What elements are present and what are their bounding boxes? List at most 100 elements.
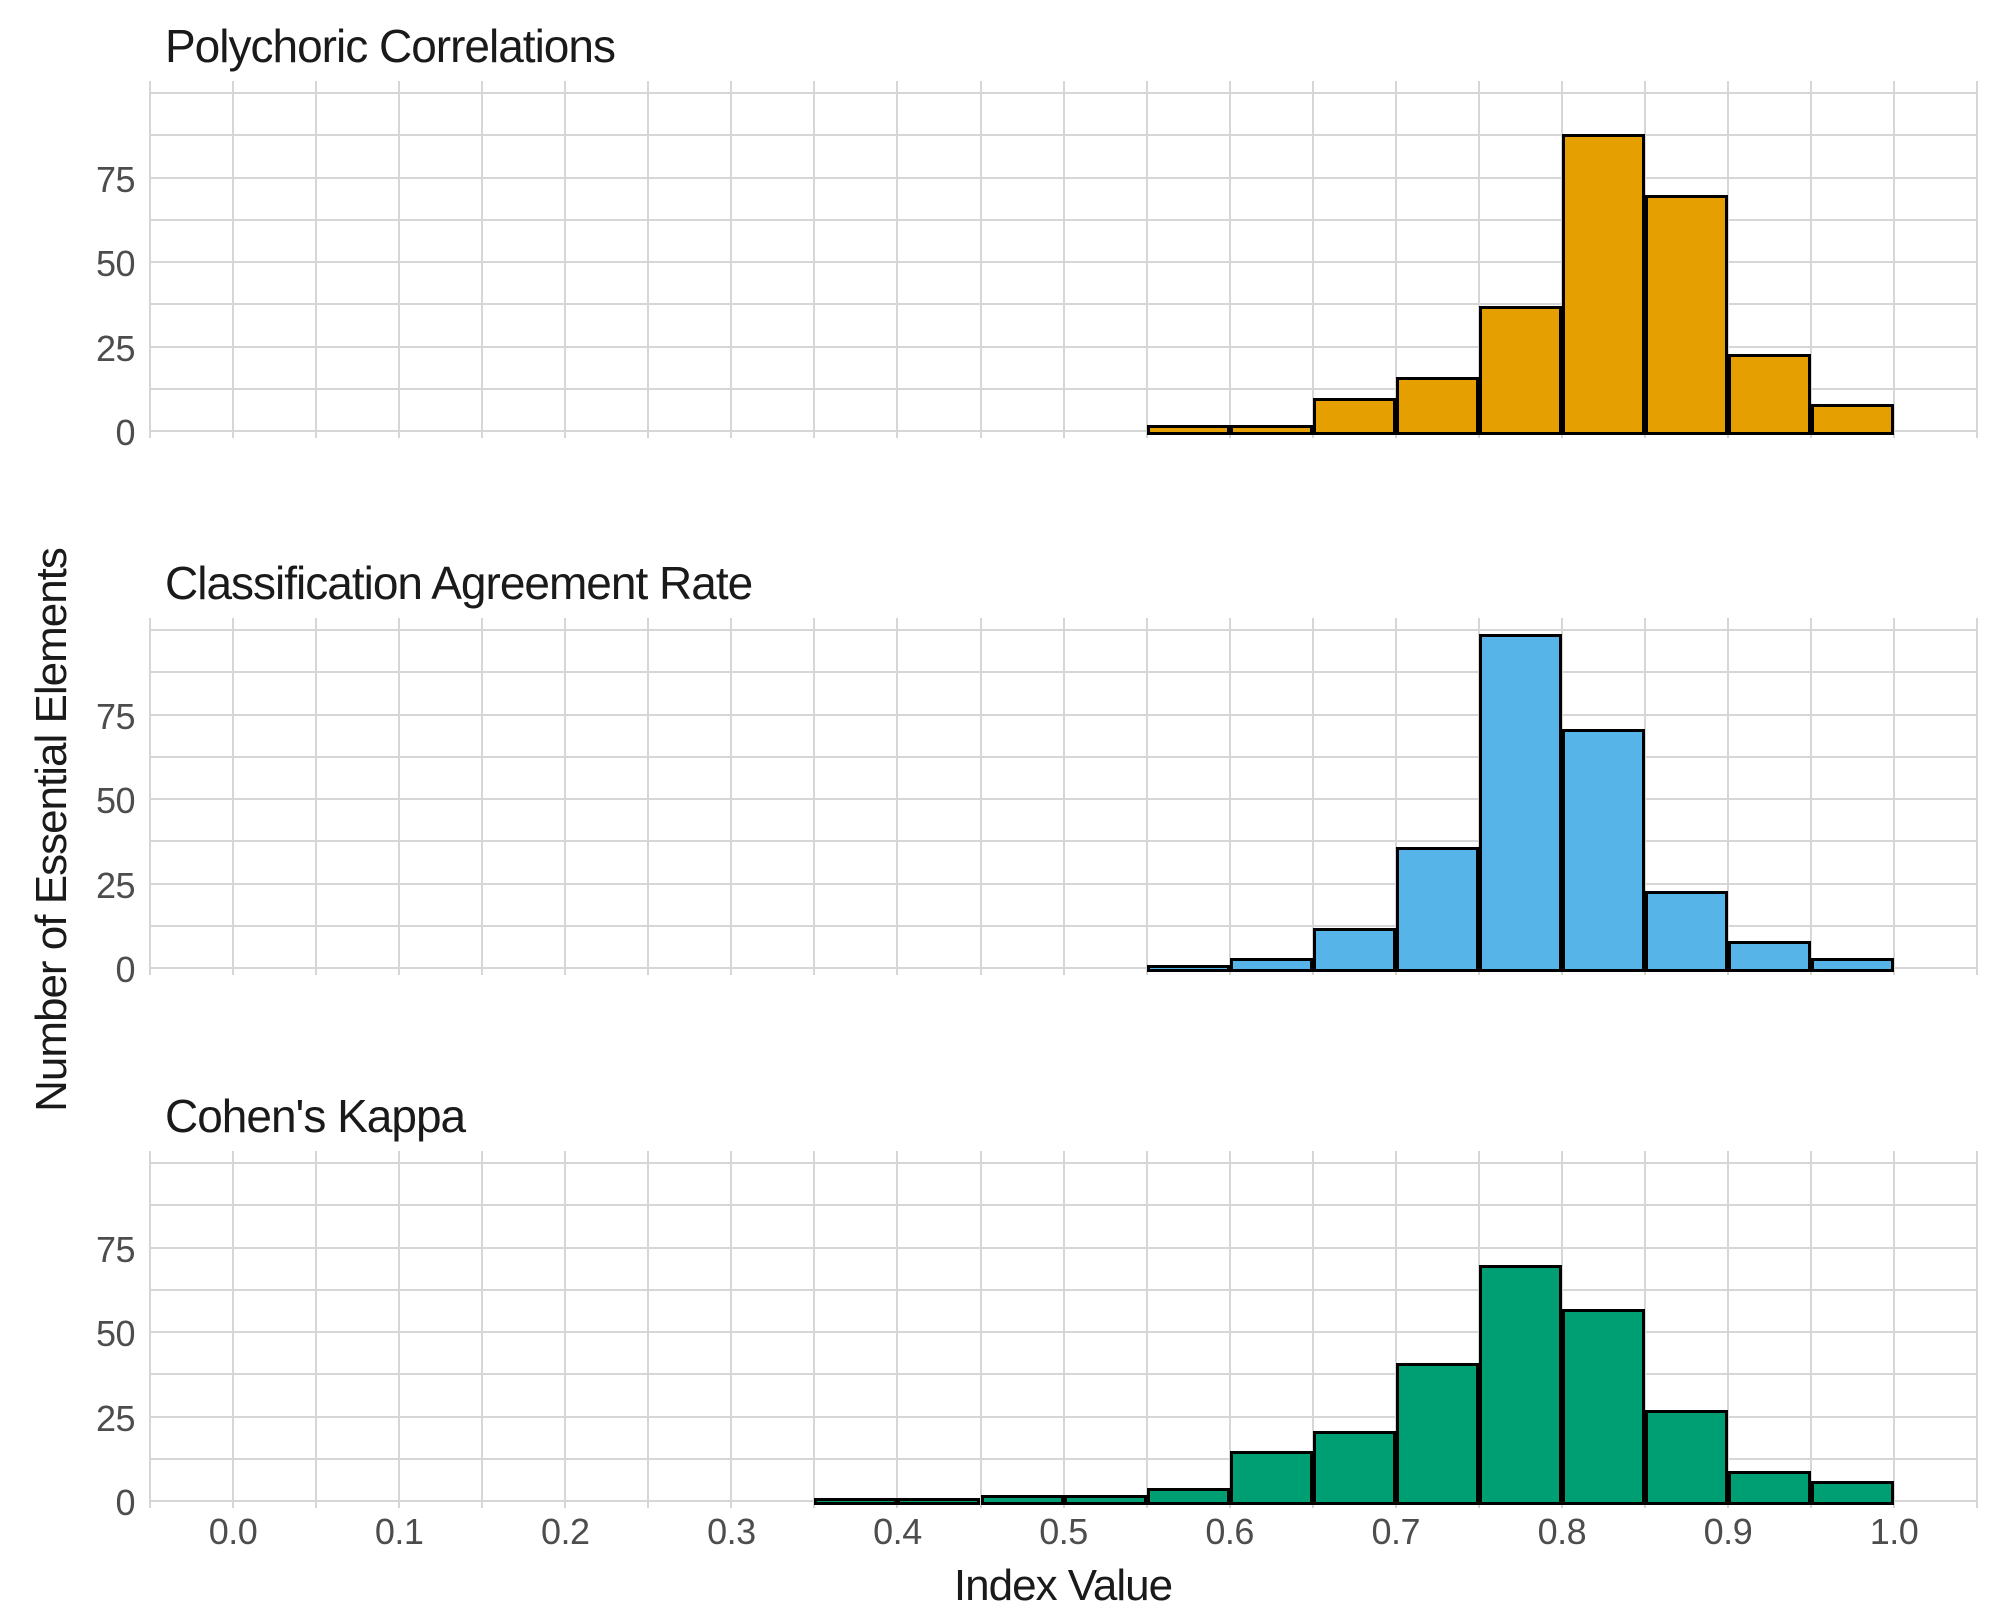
vertical-gridline <box>232 618 235 975</box>
vertical-gridline <box>564 618 567 975</box>
histogram-bar <box>1312 1430 1396 1505</box>
x-tick-label: 0.2 <box>540 1511 590 1552</box>
vertical-gridline <box>315 81 318 438</box>
vertical-gridline <box>1145 618 1148 975</box>
y-tick-label: 25 <box>95 1397 136 1439</box>
vertical-gridline <box>730 618 733 975</box>
vertical-gridline <box>481 618 484 975</box>
y-tick-label: 75 <box>95 695 136 737</box>
horizontal-gridline <box>150 1331 1977 1333</box>
histogram-bar <box>1146 424 1230 435</box>
vertical-gridline <box>1810 618 1812 975</box>
vertical-gridline <box>1976 81 1979 438</box>
horizontal-gridline <box>150 713 1977 716</box>
panel-plot-area: 0 25 50 75 <box>96 1151 1979 1523</box>
vertical-gridline <box>1228 1151 1231 1508</box>
panel-plot-area: 0 25 50 75 <box>96 81 1979 453</box>
histogram-bar <box>1644 1410 1728 1505</box>
histogram-bar <box>1811 1481 1895 1505</box>
vertical-gridline <box>1062 618 1065 975</box>
x-tick-label: 0.4 <box>873 1511 922 1552</box>
vertical-gridline <box>149 81 151 438</box>
vertical-gridline <box>1810 81 1812 438</box>
vertical-gridline <box>315 618 318 975</box>
x-tick-label: 0.1 <box>374 1511 424 1552</box>
horizontal-gridline <box>150 1204 1977 1207</box>
horizontal-gridline <box>150 134 1977 137</box>
y-tick-label: 50 <box>95 1313 136 1354</box>
y-tick-label: 25 <box>95 864 136 906</box>
horizontal-gridline <box>150 798 1977 800</box>
histogram-bar <box>814 1498 898 1505</box>
vertical-gridline <box>1394 618 1397 975</box>
vertical-gridline <box>232 1151 235 1508</box>
vertical-gridline <box>896 618 899 975</box>
vertical-gridline <box>730 81 733 438</box>
vertical-gridline <box>564 1151 567 1508</box>
horizontal-gridline <box>150 882 1977 885</box>
vertical-gridline <box>398 81 401 438</box>
vertical-gridline <box>813 81 816 438</box>
horizontal-gridline <box>150 430 1977 432</box>
x-tick-label: 0.7 <box>1371 1511 1421 1552</box>
histogram-bar <box>1146 965 1230 972</box>
vertical-gridline <box>1643 618 1646 975</box>
vertical-gridline <box>1062 1151 1065 1508</box>
y-tick-label: 75 <box>95 158 136 200</box>
histogram-bar <box>1146 1487 1230 1505</box>
vertical-gridline <box>1228 618 1231 975</box>
x-axis-title-label: Index Value <box>953 1561 1173 1610</box>
vertical-gridline <box>1394 1151 1397 1508</box>
vertical-gridline <box>1893 1151 1896 1508</box>
x-tick-label: 0.6 <box>1205 1511 1254 1552</box>
horizontal-gridline <box>150 303 1977 306</box>
vertical-gridline <box>979 1151 982 1508</box>
x-tick-label: 0.3 <box>707 1511 756 1552</box>
horizontal-gridline <box>150 92 1977 94</box>
horizontal-gridline <box>150 176 1977 179</box>
vertical-gridline <box>1145 81 1148 438</box>
horizontal-gridline <box>150 345 1977 348</box>
vertical-gridline <box>979 81 982 438</box>
horizontal-gridline <box>150 1246 1977 1249</box>
histogram-bar <box>1312 927 1396 972</box>
horizontal-gridline <box>150 387 1977 390</box>
y-tick-label: 50 <box>95 243 136 284</box>
histogram-bar <box>1478 306 1562 435</box>
y-tick-label: 75 <box>95 1228 136 1270</box>
panel-title: Cohen's Kappa <box>165 1090 466 1142</box>
histogram-bar <box>1229 958 1313 972</box>
vertical-gridline <box>1394 81 1397 438</box>
histogram-bar <box>897 1498 981 1505</box>
horizontal-gridline <box>150 1457 1977 1460</box>
vertical-gridline <box>315 1151 318 1508</box>
histogram-bar <box>1229 1450 1313 1505</box>
horizontal-gridline <box>150 1373 1977 1376</box>
vertical-gridline <box>813 618 816 975</box>
histogram-bar <box>1561 134 1645 435</box>
vertical-gridline <box>896 81 899 438</box>
vertical-gridline <box>149 1151 151 1508</box>
horizontal-gridline <box>150 1162 1977 1164</box>
horizontal-gridline <box>150 218 1977 221</box>
horizontal-gridline <box>150 967 1977 969</box>
horizontal-gridline <box>150 261 1977 263</box>
histogram-bar <box>1395 846 1479 972</box>
vertical-gridline <box>1976 1151 1979 1508</box>
vertical-gridline <box>979 618 982 975</box>
vertical-gridline <box>896 1151 899 1508</box>
horizontal-gridline <box>150 924 1977 927</box>
histogram-bar <box>1478 1264 1562 1505</box>
horizontal-gridline <box>150 629 1977 631</box>
y-tick-label: 25 <box>95 327 136 369</box>
vertical-gridline <box>232 81 235 438</box>
vertical-gridline <box>1311 618 1314 975</box>
horizontal-gridline <box>150 1415 1977 1418</box>
vertical-gridline <box>647 81 650 438</box>
histogram-bar <box>1811 404 1895 435</box>
y-tick-label: 50 <box>95 780 136 821</box>
histogram-bar <box>1644 194 1728 435</box>
horizontal-gridline <box>150 755 1977 758</box>
